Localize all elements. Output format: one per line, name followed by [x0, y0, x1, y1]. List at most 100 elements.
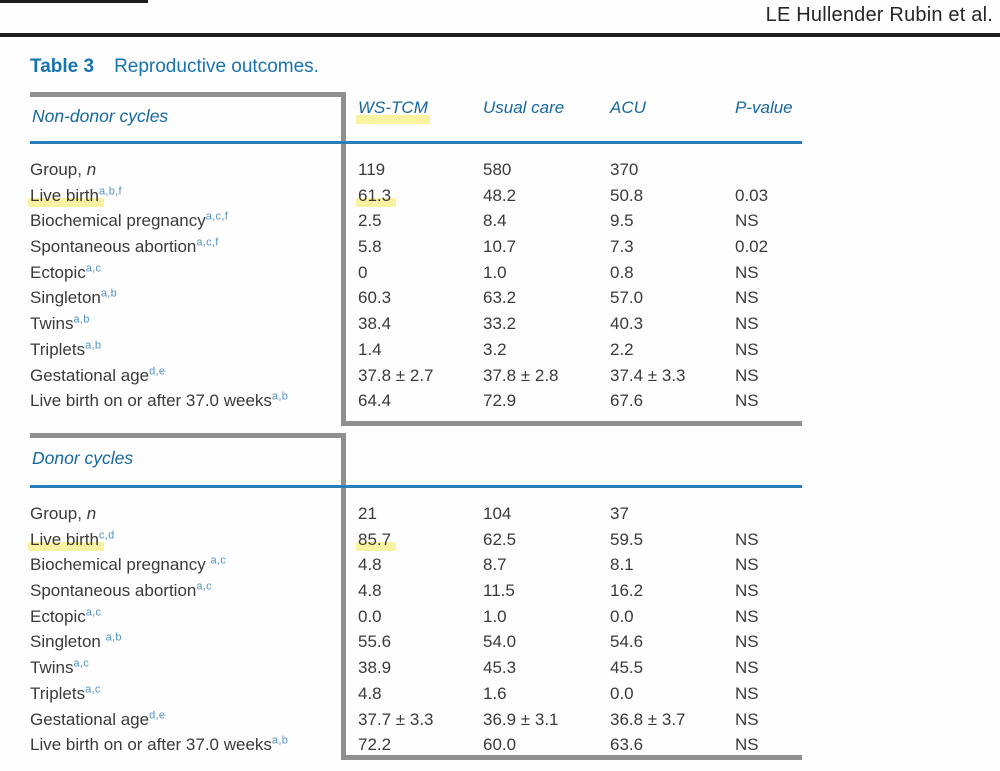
table-caption-title: Reproductive outcomes.	[114, 56, 319, 77]
table-row: Gestational aged,e 37.7 ± 3.3 36.9 ± 3.1 36…	[30, 707, 802, 733]
cell-value-text: 11.5	[483, 581, 515, 601]
cell-value-text: NS	[735, 339, 759, 359]
cell-value-text: 580	[483, 160, 512, 179]
cell-value: 67.6	[610, 388, 735, 414]
cell-value-text: 0.8	[610, 262, 634, 282]
row-label: Singletona,b	[30, 285, 358, 311]
cell-value-text: 7.3	[610, 237, 634, 257]
cell-value-text: NS	[735, 288, 759, 308]
cell-value: 580	[483, 157, 610, 183]
cell-value-text: 1.6	[483, 683, 507, 703]
cell-value-text: 60.3	[358, 288, 392, 308]
row-label-text: Ectopic	[30, 262, 86, 282]
cell-value: NS	[735, 363, 802, 389]
cell-value-text: 4.8	[358, 683, 382, 703]
cell-value: NS	[735, 285, 802, 311]
cell-value-text: 36.9 ± 3.1	[483, 709, 559, 729]
table-row: Group, n 119 580 370	[30, 157, 802, 183]
table-row: Ectopica,c 0.0 1.0 0.0 NS	[30, 604, 802, 630]
scan-edge-artifact	[0, 0, 148, 3]
cell-value: 72.9	[483, 388, 610, 414]
table-row: Biochemical pregnancy a,c 4.8 8.7 8.1 NS	[30, 552, 802, 578]
cell-value-text: 37	[610, 504, 629, 523]
row-label-text: Live birth	[28, 183, 104, 209]
row-label: Spontaneous abortiona,c,f	[30, 234, 358, 260]
cell-value: 10.7	[483, 234, 610, 260]
cell-value-text: 36.8 ± 3.7	[610, 709, 686, 729]
footnote-superscript: a,b	[85, 339, 102, 352]
column-header-spacer	[30, 95, 358, 121]
cell-value-text: 63.6	[610, 735, 644, 755]
row-label-text: Group,	[30, 504, 87, 523]
cell-value-text: 37.8 ± 2.8	[483, 365, 559, 385]
row-label: Group, n	[30, 157, 358, 183]
cell-value-text: NS	[735, 262, 759, 282]
footnote-superscript: a,b	[100, 287, 118, 300]
cell-value-text: 0.0	[358, 606, 382, 626]
cell-value-text: 8.4	[483, 211, 507, 231]
row-label-text: Biochemical pregnancy	[30, 211, 206, 231]
section2-bottom-border	[341, 755, 802, 760]
cell-value-text: 45.3	[483, 658, 517, 678]
cell-value: 60.0	[483, 732, 610, 758]
cell-value: 0.02	[735, 234, 802, 260]
cell-value-text: 54.6	[610, 632, 644, 652]
cell-value: 48.2	[483, 183, 610, 209]
table-row: Tripletsa,c 4.8 1.6 0.0 NS	[30, 681, 802, 707]
cell-value-text: 0.02	[735, 237, 769, 257]
cell-value-text: 64.4	[358, 391, 392, 411]
cell-value: NS	[735, 311, 802, 337]
cell-value-text: 37.7 ± 3.3	[358, 709, 434, 729]
cell-value-text: 54.0	[483, 632, 517, 652]
cell-value-text: NS	[735, 658, 759, 678]
column-header-usual-care: Usual care	[483, 98, 565, 117]
cell-value: 2.5	[358, 208, 483, 234]
footnote-superscript: a,c	[85, 606, 102, 619]
cell-value-text: 0.0	[610, 606, 634, 626]
cell-value: NS	[735, 337, 802, 363]
cell-value-text: 0.0	[610, 683, 634, 703]
cell-value: NS	[735, 681, 802, 707]
row-label: Twinsa,c	[30, 655, 358, 681]
cell-value: 0.8	[610, 260, 735, 286]
row-label-text: Gestational age	[30, 709, 150, 729]
table-row: Spontaneous abortiona,c 4.8 11.5 16.2 NS	[30, 578, 802, 604]
cell-value-text: 2.5	[358, 211, 382, 231]
row-label-text: Live birth	[28, 527, 104, 553]
cell-value: 4.8	[358, 552, 483, 578]
cell-value-text: NS	[735, 606, 759, 626]
cell-value: 4.8	[358, 578, 483, 604]
cell-value-text: 61.3	[355, 183, 397, 209]
cell-value: 21	[358, 501, 483, 527]
ws-tcm-highlight: WS-TCM	[356, 95, 430, 124]
cell-value-text: NS	[735, 709, 759, 729]
cell-value: 45.5	[610, 655, 735, 681]
cell-value-text: NS	[735, 735, 759, 755]
cell-value-text: NS	[735, 555, 759, 575]
cell-value-text: 5.8	[358, 237, 382, 257]
table-row: Live birth on or after 37.0 weeksa,b 72.2…	[30, 732, 802, 758]
cell-value: 37.7 ± 3.3	[358, 707, 483, 733]
row-label-text: Ectopic	[30, 606, 86, 626]
row-label-text: Twins	[30, 658, 74, 678]
cell-value: 3.2	[483, 337, 610, 363]
footnote-superscript: a,b,f	[98, 185, 122, 198]
cell-value-text: 55.6	[358, 632, 392, 652]
section2-title: Donor cycles	[32, 448, 134, 468]
footnote-superscript: a,c	[85, 262, 102, 275]
cell-value-text: 370	[610, 160, 639, 179]
table-row: Twinsa,b 38.4 33.2 40.3 NS	[30, 311, 802, 337]
row-label: Tripletsa,b	[30, 337, 358, 363]
row-label: Live birtha,b,f	[28, 183, 358, 209]
cell-value-text: 50.8	[610, 185, 644, 205]
cell-value: 0.03	[735, 183, 802, 209]
cell-value-text: NS	[735, 632, 759, 652]
row-label: Ectopica,c	[30, 604, 358, 630]
table-row: Tripletsa,b 1.4 3.2 2.2 NS	[30, 337, 802, 363]
cell-value: 62.5	[483, 527, 610, 553]
row-label-text: Group,	[30, 160, 87, 179]
cell-value: 0.0	[358, 604, 483, 630]
footnote-superscript: c,d	[98, 529, 115, 542]
row-label: Gestational aged,e	[30, 707, 358, 733]
running-head-author: LE Hullender Rubin et al.	[765, 4, 993, 26]
